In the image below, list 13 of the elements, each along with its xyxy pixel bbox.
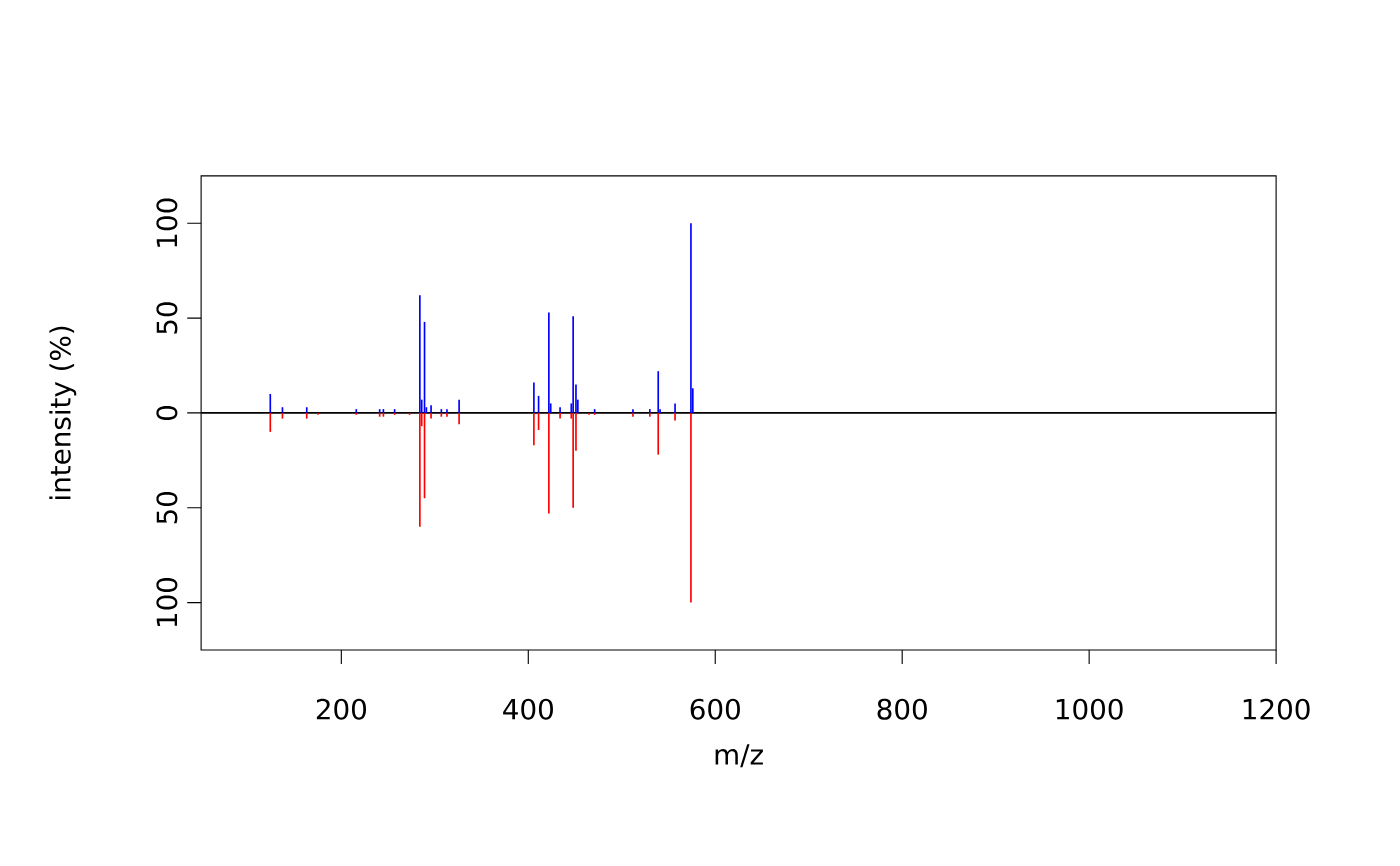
y-tick-label: 100 bbox=[156, 577, 178, 626]
x-axis-title: m/z bbox=[715, 744, 763, 768]
x-tick-label: 200 bbox=[316, 698, 367, 720]
y-tick-label: 100 bbox=[156, 198, 178, 247]
x-tick-label: 1200 bbox=[1243, 698, 1310, 720]
x-tick-label: 400 bbox=[503, 698, 553, 720]
x-tick-label: 800 bbox=[877, 698, 927, 720]
y-axis-title: intensity (%) bbox=[49, 326, 77, 499]
x-tick-label: 600 bbox=[690, 698, 740, 720]
y-tick-label: 50 bbox=[156, 302, 178, 334]
y-tick-label: 0 bbox=[156, 405, 178, 420]
x-tick-label: 1000 bbox=[1056, 698, 1123, 720]
y-tick-label: 50 bbox=[156, 491, 178, 524]
